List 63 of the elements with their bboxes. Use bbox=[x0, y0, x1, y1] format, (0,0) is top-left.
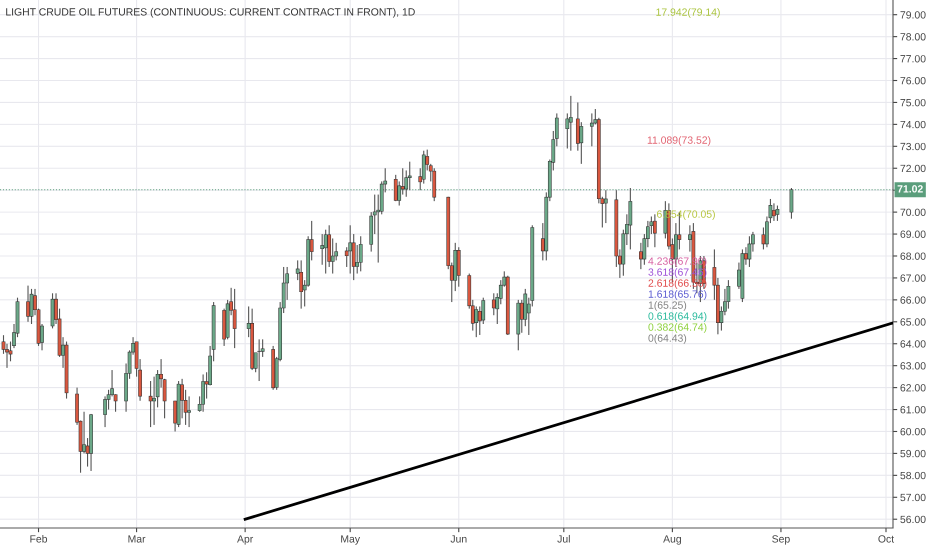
annotation: 0(64.43) bbox=[648, 334, 686, 344]
annotation: 0.382(64.74) bbox=[648, 323, 706, 333]
y-tick-label: 79.00 bbox=[900, 11, 926, 19]
y-tick-label: 73.00 bbox=[900, 142, 926, 150]
x-tick-label: Apr bbox=[237, 535, 254, 545]
candlestick bbox=[324, 229, 328, 274]
candlestick bbox=[568, 95, 573, 152]
y-tick-label: 56.00 bbox=[900, 516, 926, 524]
candlestick bbox=[590, 112, 594, 147]
y-tick-label: 64.00 bbox=[900, 340, 926, 348]
candlestick bbox=[604, 190, 608, 224]
y-tick-label: 69.00 bbox=[900, 230, 926, 238]
candlestick bbox=[639, 242, 643, 270]
y-tick-label: 60.00 bbox=[900, 428, 926, 436]
annotation: 17.942(79.14) bbox=[656, 8, 720, 18]
y-tick-label: 68.00 bbox=[900, 252, 926, 260]
candlestick bbox=[790, 187, 794, 220]
y-tick-label: 77.00 bbox=[900, 55, 926, 62]
candlestick bbox=[772, 202, 776, 222]
y-tick-label: 61.00 bbox=[900, 406, 926, 414]
candlestick bbox=[653, 214, 657, 248]
y-tick-label: 63.00 bbox=[900, 362, 926, 370]
y-tick-label: 58.00 bbox=[900, 472, 926, 480]
y-tick-label: 78.00 bbox=[900, 33, 926, 41]
x-tick-label: Sep bbox=[772, 535, 790, 545]
candlestick bbox=[187, 396, 191, 428]
candlestick bbox=[148, 380, 152, 428]
x-tick-label: May bbox=[341, 535, 360, 545]
candlestick bbox=[628, 187, 632, 250]
y-tick-label: 65.00 bbox=[900, 318, 926, 326]
x-tick-label: Feb bbox=[30, 534, 48, 543]
candlestick bbox=[358, 236, 363, 272]
candlestick bbox=[474, 306, 478, 338]
y-tick-label: 70.00 bbox=[900, 208, 926, 216]
x-tick-label: Jun bbox=[450, 535, 466, 543]
y-tick-label: 66.00 bbox=[900, 296, 926, 304]
candlestick bbox=[394, 174, 398, 202]
x-tick-label: Mar bbox=[128, 535, 146, 543]
candlestick bbox=[748, 236, 752, 268]
text: LIGHT CRUDE OIL FUTURES (CONTINUOUS: CURRENT CONTRACT IN FRONT), 1D bbox=[6, 8, 415, 18]
x-tick-label: Oct bbox=[878, 535, 894, 543]
x-tick-label: Aug bbox=[663, 535, 681, 545]
y-tick-label: 57.00 bbox=[900, 494, 926, 502]
annotation: 0.618(64.94) bbox=[648, 312, 706, 322]
y-tick-label: 76.00 bbox=[900, 77, 926, 84]
y-tick-label: 74.00 bbox=[900, 120, 926, 128]
candlestick bbox=[232, 288, 236, 349]
ref-line-label: 71.02 bbox=[898, 185, 923, 193]
annotation: 11.089(73.52) bbox=[648, 136, 710, 146]
candlestick bbox=[492, 292, 496, 316]
y-tick-label: 67.00 bbox=[900, 274, 926, 282]
y-tick-label: 59.00 bbox=[900, 450, 926, 458]
candlestick bbox=[201, 374, 205, 412]
candlestick bbox=[348, 224, 352, 274]
y-tick-label: 75.00 bbox=[900, 98, 926, 106]
x-tick-label: Jul bbox=[557, 534, 570, 543]
y-tick-label: 72.00 bbox=[900, 164, 926, 172]
candlestick bbox=[579, 122, 584, 164]
candlestick bbox=[299, 260, 304, 310]
y-tick-label: 62.00 bbox=[900, 384, 926, 392]
candlestick bbox=[330, 238, 335, 274]
candlestick bbox=[776, 204, 780, 222]
annotation: 1(65.25) bbox=[648, 301, 686, 311]
